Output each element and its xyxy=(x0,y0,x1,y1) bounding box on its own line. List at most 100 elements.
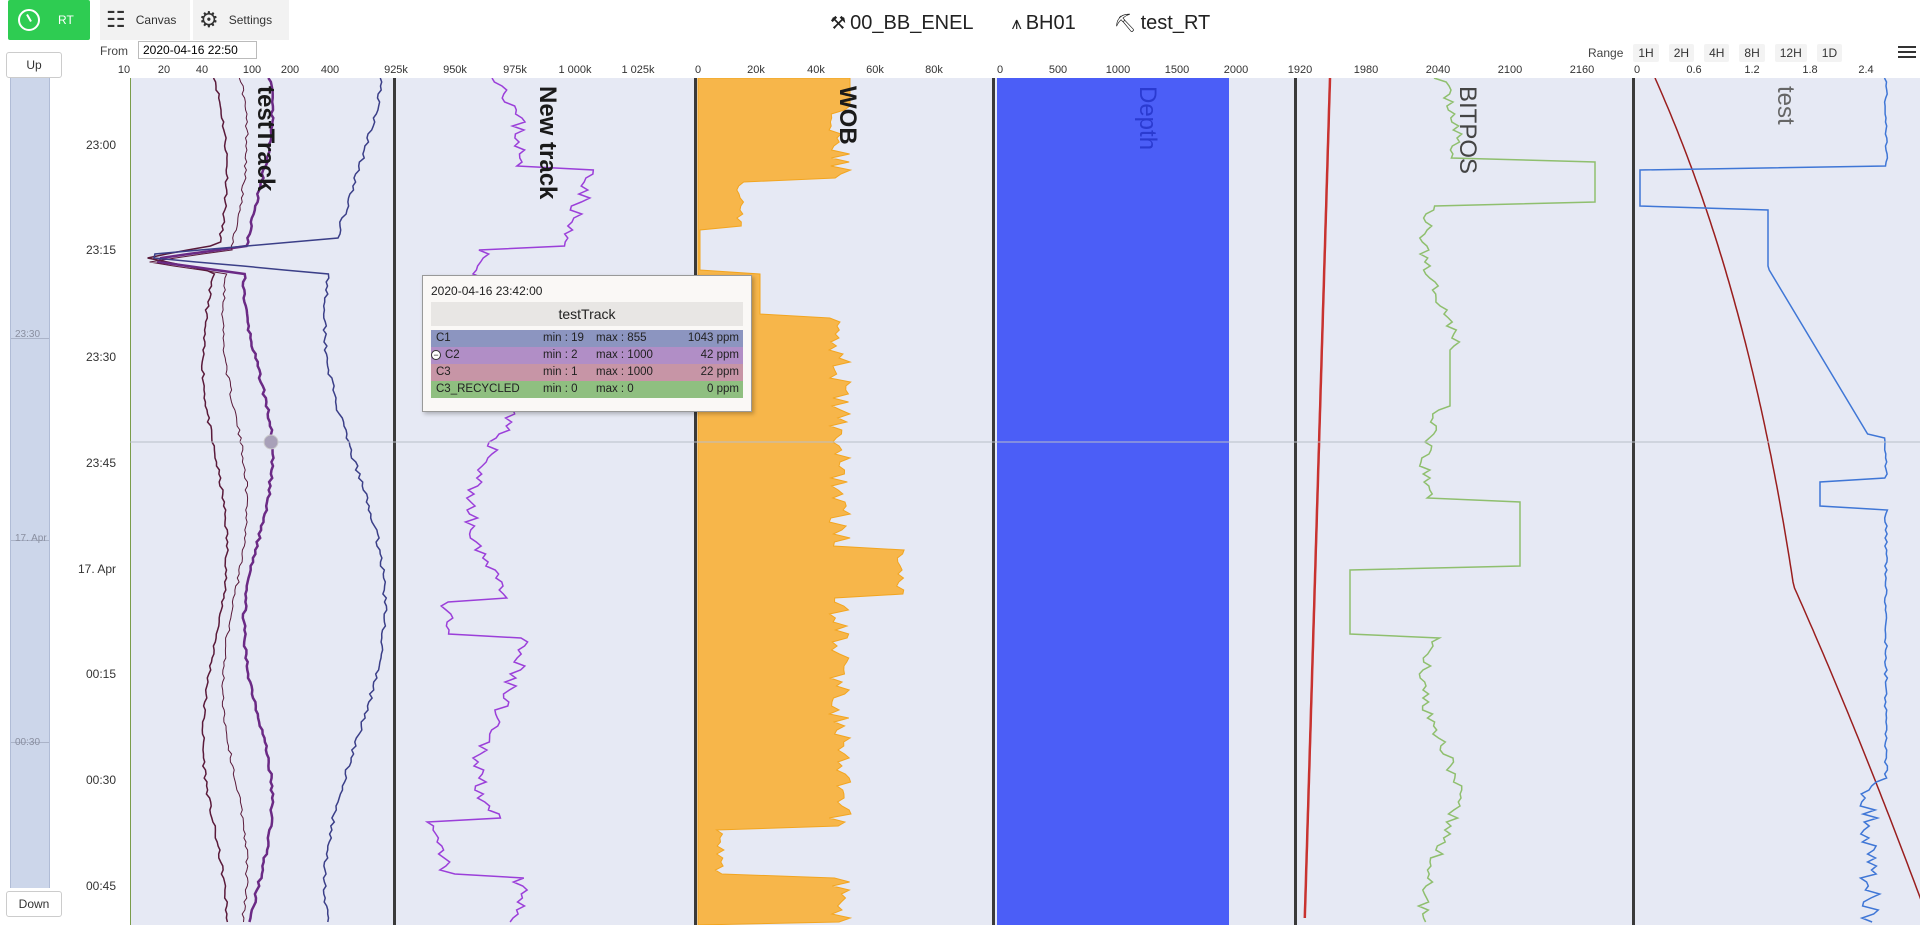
canvas-button[interactable]: ☷ Canvas xyxy=(100,0,190,40)
track-separator xyxy=(1632,78,1635,925)
data-tooltip: 2020-04-16 23:42:00 testTrack C1 min : 1… xyxy=(422,275,752,412)
scale-label: 1 000k xyxy=(558,64,592,76)
curve-c3 xyxy=(149,78,249,923)
track-title-wob: WOB xyxy=(834,86,861,145)
scale-label: 975k xyxy=(503,64,527,76)
row-value: 0 ppm xyxy=(707,383,739,395)
track-title-depth: Depth xyxy=(1134,86,1161,150)
range-12h-button[interactable]: 12H xyxy=(1774,44,1807,62)
time-label: 23:30 xyxy=(85,350,116,364)
settings-button[interactable]: ⚙ Settings xyxy=(193,0,289,40)
range-4h-button[interactable]: 4H xyxy=(1704,44,1730,62)
time-label: 00:15 xyxy=(85,667,116,681)
minimap-gridline xyxy=(11,338,49,339)
tooltip-row-c3: C3 min : 1 max : 1000 22 ppm xyxy=(431,364,743,381)
track-separator xyxy=(694,78,697,925)
row-value: 22 ppm xyxy=(700,366,739,378)
row-min: min : 2 xyxy=(543,349,578,361)
scale-label: 1.8 xyxy=(1802,64,1818,76)
minimap-time: 17. Apr xyxy=(15,533,47,544)
scale-label: 20 xyxy=(157,64,171,76)
cursor-handle[interactable] xyxy=(263,434,279,450)
range-1d-button[interactable]: 1D xyxy=(1816,44,1843,62)
minimap-time: 00:30 xyxy=(15,737,41,748)
minimap-gridline xyxy=(11,742,49,743)
scale-label: 1000 xyxy=(1105,64,1131,76)
rig-label: 00_BB_ENEL xyxy=(850,12,974,34)
tooltip-row-c2: − C2 min : 2 max : 1000 42 ppm xyxy=(431,347,743,364)
range-8h-button[interactable]: 8H xyxy=(1739,44,1765,62)
well-label: BH01 xyxy=(1025,12,1076,34)
track-titles: testTrack New track WOB Depth BITPOS tes… xyxy=(252,86,1799,200)
scale-label: 500 xyxy=(1048,64,1068,76)
scale-label: 1 025k xyxy=(621,64,655,76)
row-name: C3_RECYCLED xyxy=(436,383,520,395)
track-background xyxy=(396,78,694,925)
from-control: From xyxy=(100,41,257,59)
track-background xyxy=(1297,78,1632,925)
track-title-bitpos: BITPOS xyxy=(1454,86,1481,174)
time-label: 00:30 xyxy=(85,773,116,787)
curve-new-track xyxy=(424,78,595,923)
track-separator xyxy=(1294,78,1297,925)
run-label: test_RT xyxy=(1140,12,1211,34)
rt-label: RT xyxy=(58,13,74,27)
curve-red xyxy=(1303,78,1332,919)
row-value: 1043 ppm xyxy=(687,332,739,344)
tooltip-row-c1: C1 min : 19 max : 855 1043 ppm xyxy=(431,330,743,347)
depth-bar xyxy=(997,78,1229,925)
remove-icon[interactable]: − xyxy=(431,350,441,360)
row-min: min : 0 xyxy=(543,383,578,395)
scale-label: 0 xyxy=(1633,64,1641,76)
row-name: C3 xyxy=(436,366,451,378)
range-label: Range xyxy=(1588,46,1624,60)
rig-icon: ⚒ xyxy=(830,13,847,33)
tooltip-title: testTrack xyxy=(431,302,743,326)
scale-label: 925k xyxy=(384,64,408,76)
log-tracks-chart[interactable]: testTrack New track WOB Depth BITPOS tes… xyxy=(0,78,1920,925)
scale-label: 2.4 xyxy=(1858,64,1874,76)
range-control: Range 1H 2H 4H 8H 12H 1D xyxy=(1588,44,1843,62)
time-label: 23:15 xyxy=(85,243,116,257)
scale-label: 40k xyxy=(807,64,825,76)
run-name: ⛏ test_RT xyxy=(1114,12,1211,35)
scale-label: 200 xyxy=(280,64,300,76)
time-label: 23:00 xyxy=(85,138,116,152)
rig-name: ⚒ 00_BB_ENEL xyxy=(830,12,974,35)
track-background xyxy=(1635,78,1920,925)
curve-bitpos xyxy=(1349,78,1596,923)
well-icon: ⩚ xyxy=(1011,13,1022,33)
from-date-input[interactable] xyxy=(138,41,257,59)
time-label: 23:45 xyxy=(85,456,116,470)
run-icon: ⛏ xyxy=(1113,13,1137,33)
scale-label: 400 xyxy=(320,64,340,76)
curve-c2 xyxy=(156,78,275,923)
top-toolbar: RT ☷ Canvas ⚙ Settings ⚒ 00_BB_ENEL ⩚ BH01… xyxy=(0,0,1920,40)
settings-label: Settings xyxy=(228,13,273,27)
up-button[interactable]: Up xyxy=(6,52,62,78)
row-name: C1 xyxy=(436,332,451,344)
scale-label: 2160 xyxy=(1569,64,1595,76)
gears-icon: ⚙ xyxy=(199,7,219,32)
down-button[interactable]: Down xyxy=(6,891,62,917)
row-value: 42 ppm xyxy=(700,349,739,361)
row-max: max : 1000 xyxy=(596,349,653,361)
scale-label: 60k xyxy=(866,64,884,76)
scale-label: 2040 xyxy=(1425,64,1451,76)
hamburger-menu-icon[interactable] xyxy=(1898,46,1916,61)
tooltip-row-c3-recycled: C3_RECYCLED min : 0 max : 0 0 ppm xyxy=(431,381,743,398)
context-title: ⚒ 00_BB_ENEL ⩚ BH01 ⛏ test_RT xyxy=(830,12,1210,35)
track-separator xyxy=(992,78,995,925)
scale-label: 100 xyxy=(242,64,262,76)
minimap-gridline xyxy=(11,540,49,541)
curve-test-blue xyxy=(1639,78,1889,923)
scale-label: 0 xyxy=(694,64,702,76)
scale-label: 40 xyxy=(195,64,209,76)
timeline-minimap[interactable]: 23:30 17. Apr 00:30 xyxy=(10,78,50,888)
track-title-new-track: New track xyxy=(534,86,561,200)
track-separator xyxy=(393,78,396,925)
rt-button[interactable]: RT xyxy=(8,0,90,40)
range-1h-button[interactable]: 1H xyxy=(1633,44,1659,62)
time-axis-line xyxy=(130,78,131,925)
range-2h-button[interactable]: 2H xyxy=(1668,44,1695,62)
